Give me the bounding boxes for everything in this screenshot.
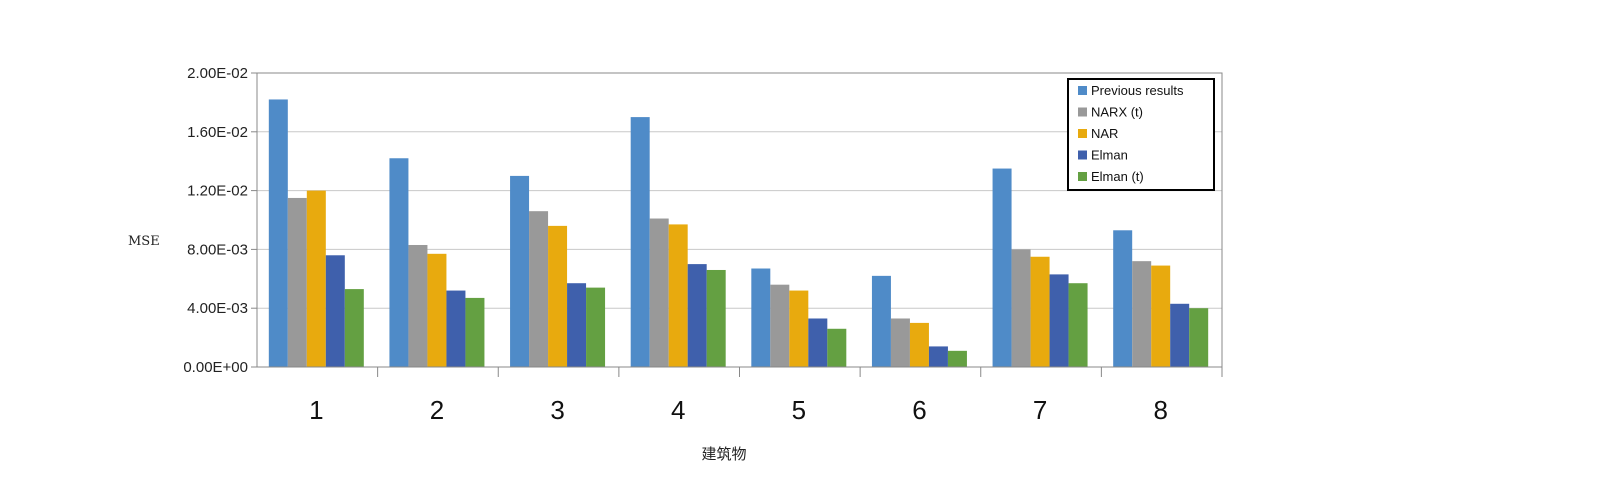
bar-elman-t--8 bbox=[1189, 308, 1209, 367]
y-tick-label: 4.00E-03 bbox=[187, 300, 248, 317]
y-tick-label: 8.00E-03 bbox=[187, 241, 248, 258]
legend-swatch bbox=[1078, 86, 1087, 95]
x-tick-label: 4 bbox=[671, 395, 685, 425]
x-tick-label: 7 bbox=[1033, 395, 1047, 425]
bar-narx-t--5 bbox=[770, 284, 790, 367]
bar-previous-results-7 bbox=[992, 168, 1012, 367]
bar-elman-5 bbox=[808, 318, 828, 367]
legend-entry: Elman bbox=[1091, 148, 1128, 163]
x-tick-label: 1 bbox=[309, 395, 323, 425]
x-tick-label: 2 bbox=[430, 395, 444, 425]
bar-elman-7 bbox=[1049, 274, 1069, 367]
bar-nar-5 bbox=[789, 290, 809, 367]
x-tick-label: 8 bbox=[1153, 395, 1167, 425]
bar-elman-1 bbox=[325, 255, 345, 367]
bar-elman-6 bbox=[928, 346, 948, 367]
legend-swatch bbox=[1078, 172, 1087, 181]
axes bbox=[256, 72, 1223, 368]
legend-swatch bbox=[1078, 107, 1087, 117]
x-tick-labels: 1 2 3 4 5 6 7 8 bbox=[309, 395, 1168, 425]
bar-elman-t--1 bbox=[344, 289, 364, 367]
legend-swatch bbox=[1078, 129, 1087, 138]
bar-nar-3 bbox=[548, 225, 568, 367]
x-tick-label: 6 bbox=[912, 395, 926, 425]
bar-previous-results-2 bbox=[389, 158, 409, 367]
bar-nar-8 bbox=[1151, 265, 1171, 367]
bars bbox=[268, 99, 1209, 368]
x-axis-label: 建筑物 bbox=[701, 445, 746, 463]
bar-previous-results-8 bbox=[1113, 230, 1133, 367]
bar-nar-6 bbox=[909, 322, 929, 367]
bar-nar-1 bbox=[306, 190, 326, 367]
bar-narx-t--7 bbox=[1011, 249, 1031, 367]
bar-elman-3 bbox=[567, 283, 587, 367]
y-tick-label: 1.20E-02 bbox=[187, 183, 248, 200]
x-tick-label: 3 bbox=[550, 395, 564, 425]
bar-elman-2 bbox=[446, 290, 466, 367]
bar-elman-t--5 bbox=[827, 328, 847, 367]
bar-nar-7 bbox=[1030, 256, 1050, 367]
bar-elman-4 bbox=[687, 264, 707, 367]
bar-narx-t--6 bbox=[890, 318, 910, 367]
bar-elman-t--2 bbox=[465, 297, 485, 367]
y-tick-label: 0.00E+00 bbox=[183, 359, 248, 376]
bar-previous-results-3 bbox=[510, 175, 530, 367]
legend-box bbox=[1067, 78, 1215, 191]
bar-narx-t--4 bbox=[649, 218, 669, 367]
bar-elman-t--7 bbox=[1068, 283, 1088, 367]
legend-entry: NAR bbox=[1091, 126, 1118, 141]
bar-narx-t--8 bbox=[1132, 261, 1152, 367]
bar-previous-results-5 bbox=[751, 268, 771, 367]
bar-nar-2 bbox=[427, 253, 447, 367]
legend-swatch bbox=[1078, 150, 1087, 160]
bar-previous-results-4 bbox=[630, 117, 650, 367]
bar-elman-t--4 bbox=[706, 269, 726, 367]
legend-entry: Elman (t) bbox=[1091, 169, 1144, 184]
plot-frame bbox=[256, 72, 1223, 368]
legend: Previous results NARX (t) NAR Elman Elman (t… bbox=[1067, 78, 1215, 191]
legend-entry: NARX (t) bbox=[1091, 105, 1143, 120]
y-tick-labels: 0.00E+00 4.00E-03 8.00E-03 1.20E-02 1.60E-02… bbox=[183, 65, 248, 376]
bar-nar-4 bbox=[668, 224, 688, 367]
bar-narx-t--2 bbox=[408, 244, 428, 367]
bar-previous-results-6 bbox=[871, 275, 891, 367]
bar-elman-t--6 bbox=[947, 350, 967, 367]
bar-narx-t--1 bbox=[287, 197, 307, 367]
bar-elman-t--3 bbox=[586, 287, 606, 367]
bar-elman-8 bbox=[1170, 303, 1190, 367]
bar-narx-t--3 bbox=[529, 211, 549, 367]
y-tick-label: 2.00E-02 bbox=[187, 65, 248, 82]
bar-previous-results-1 bbox=[268, 99, 288, 368]
y-tick-label: 1.60E-02 bbox=[187, 124, 248, 141]
y-axis-label: MSE bbox=[128, 234, 160, 249]
x-tick-label: 5 bbox=[792, 395, 806, 425]
legend-entry: Previous results bbox=[1091, 83, 1184, 98]
